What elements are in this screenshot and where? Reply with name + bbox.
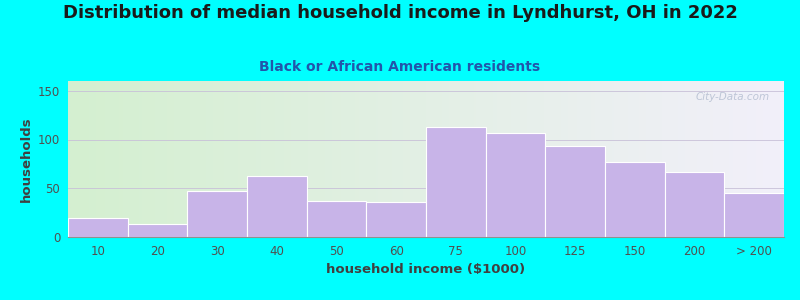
Bar xyxy=(187,191,247,237)
Bar xyxy=(724,193,784,237)
Bar xyxy=(306,201,366,237)
Bar xyxy=(247,176,306,237)
Text: City-Data.com: City-Data.com xyxy=(695,92,770,102)
Bar xyxy=(486,133,546,237)
Bar xyxy=(426,127,486,237)
Bar xyxy=(546,146,605,237)
Bar xyxy=(68,218,128,237)
Text: Distribution of median household income in Lyndhurst, OH in 2022: Distribution of median household income … xyxy=(62,4,738,22)
Bar xyxy=(128,224,187,237)
X-axis label: household income ($1000): household income ($1000) xyxy=(326,263,526,276)
Text: Black or African American residents: Black or African American residents xyxy=(259,60,541,74)
Bar xyxy=(366,202,426,237)
Bar xyxy=(605,162,665,237)
Bar xyxy=(665,172,724,237)
Y-axis label: households: households xyxy=(19,116,33,202)
